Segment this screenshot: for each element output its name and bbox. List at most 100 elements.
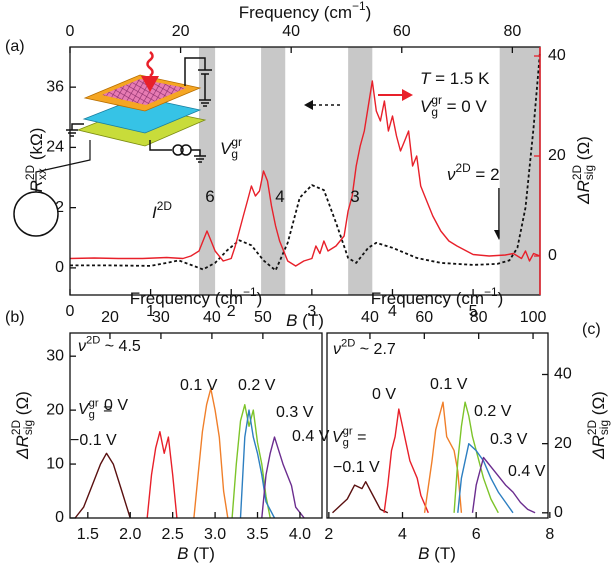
annotation: 0.2 V — [238, 377, 276, 394]
annotation-part: 0 V — [104, 397, 128, 414]
x-axis-label-part: (T) — [188, 544, 214, 563]
annotation: Vggr = — [332, 425, 366, 449]
annotation: 0.3 V — [490, 431, 528, 448]
y-tick-label: 10 — [46, 455, 64, 472]
annotation: 0.4 V — [292, 428, 330, 445]
x-axis-label: B (T) — [286, 311, 324, 330]
x-tick-label: 4 — [398, 526, 407, 543]
annotation-part: 0.3 V — [490, 431, 528, 448]
x2-tick-label: 80 — [503, 23, 521, 40]
annotation-part: ν — [447, 165, 456, 184]
annotation: −0.1 V — [70, 432, 117, 449]
annotation-part: 6 — [205, 187, 214, 206]
annotation: 0.1 V — [180, 377, 218, 394]
data-line — [423, 401, 463, 513]
annotation-part: I — [152, 203, 157, 222]
x2-axis-label-part: ) — [498, 289, 504, 308]
data-line — [74, 452, 131, 519]
annotation-part: 2D — [341, 337, 355, 349]
x2-axis-label-part: ) — [366, 3, 372, 22]
x2-axis-label-part: Frequency (cm — [371, 289, 484, 308]
annotation-part: 2D — [456, 161, 472, 175]
annotation-part: = 2 — [471, 165, 500, 184]
annotation-part: 0.1 V — [180, 377, 218, 394]
data-line — [453, 401, 499, 514]
data-line — [471, 456, 536, 514]
y-axis-label-part: ΔR — [589, 435, 608, 460]
annotation-part: g — [431, 105, 438, 119]
annotation: 3 — [350, 187, 359, 206]
x2-tick-label: 100 — [520, 309, 547, 326]
annotation: 4 — [275, 187, 284, 206]
annotation: I2D — [152, 199, 172, 222]
annotation: −0.1 V — [333, 459, 380, 476]
x2-tick-label: 50 — [254, 309, 272, 326]
x-tick-label: 3 — [307, 303, 316, 320]
annotation-part: 0.3 V — [276, 404, 314, 421]
data-line — [70, 51, 541, 272]
y-axis-label-part: sig — [597, 420, 611, 435]
y-tick-label: 0 — [55, 509, 64, 526]
annotation-part: g — [89, 409, 95, 421]
y2-axis-label: ΔRsig2D (Ω) — [570, 136, 596, 205]
y-tick-label: 24 — [46, 139, 64, 156]
plot-frame — [326, 332, 549, 519]
annotation: 0.2 V — [474, 403, 512, 420]
data-line — [383, 408, 429, 514]
y-axis-label-part: R — [27, 180, 46, 192]
annotation: ν2D ~ 4.5 — [78, 334, 141, 355]
y2-axis-label-part: ΔR — [574, 180, 593, 205]
x-axis-label-part: B — [177, 544, 188, 563]
x-axis-label-part: (T) — [429, 544, 455, 563]
panel: 012345020406080012243602040 — [46, 23, 566, 320]
x-tick-label: 3.5 — [246, 526, 268, 543]
y-axis-label: ΔRsig2D (Ω) — [585, 391, 611, 460]
annotation-part: = 0 V — [442, 97, 488, 116]
x2-axis-label-part: −1 — [243, 285, 257, 299]
annotation: ν2D = 2 — [447, 161, 500, 184]
y-axis-label-part: (Ω) — [13, 391, 32, 420]
x2-tick-label: 40 — [203, 309, 221, 326]
y-tick-label: 0 — [55, 259, 64, 276]
data-line — [193, 387, 229, 519]
device-inset — [13, 51, 212, 237]
annotation-part: 0.2 V — [238, 377, 276, 394]
x-axis-label: B (T) — [418, 544, 456, 563]
x2-tick-label: 40 — [282, 23, 300, 40]
x-axis-label-part: (T) — [297, 311, 323, 330]
x-tick-label: 6 — [472, 526, 481, 543]
annotation: 0 V — [104, 397, 128, 414]
shaded-region — [348, 47, 373, 295]
annotation-part: = — [99, 401, 113, 418]
plot-frame — [69, 332, 323, 519]
x2-axis-label: Frequency (cm−1) — [371, 285, 504, 308]
annotation-part: 4 — [275, 187, 284, 206]
shaded-region — [198, 47, 216, 295]
x2-axis-label: Frequency (cm−1) — [130, 285, 263, 308]
annotation-part: V — [78, 401, 90, 418]
y2-axis-label-part: (Ω) — [574, 136, 593, 165]
annotation: 6 — [205, 187, 214, 206]
annotation: Vggr = — [78, 397, 112, 421]
annotation: ν2D ~ 2.7 — [333, 337, 396, 358]
x2-tick-label: 40 — [361, 309, 379, 326]
y-axis-label-part: sig — [21, 420, 35, 435]
y-tick-label: 36 — [46, 78, 64, 95]
x2-tick-label: 30 — [152, 309, 170, 326]
annotation-part: V — [420, 97, 433, 116]
y2-tick-label: 0 — [548, 247, 557, 264]
annotation-part: T — [420, 69, 432, 88]
data-line — [239, 409, 276, 519]
panel: 2 4 6 8 40 60 80 100 0 20 40 — [324, 309, 572, 543]
y-axis-label: ΔRsig2D (Ω) — [9, 391, 35, 460]
annotation: 0 V — [372, 386, 396, 403]
annotation-part: 0 V — [372, 386, 396, 403]
data-line — [261, 436, 305, 519]
y-tick-label: 20 — [46, 401, 64, 418]
x2-tick-label: 20 — [172, 23, 190, 40]
data-line — [332, 481, 389, 514]
annotation-part: ~ 4.5 — [100, 338, 141, 355]
x-tick-label: 2.0 — [119, 526, 141, 543]
